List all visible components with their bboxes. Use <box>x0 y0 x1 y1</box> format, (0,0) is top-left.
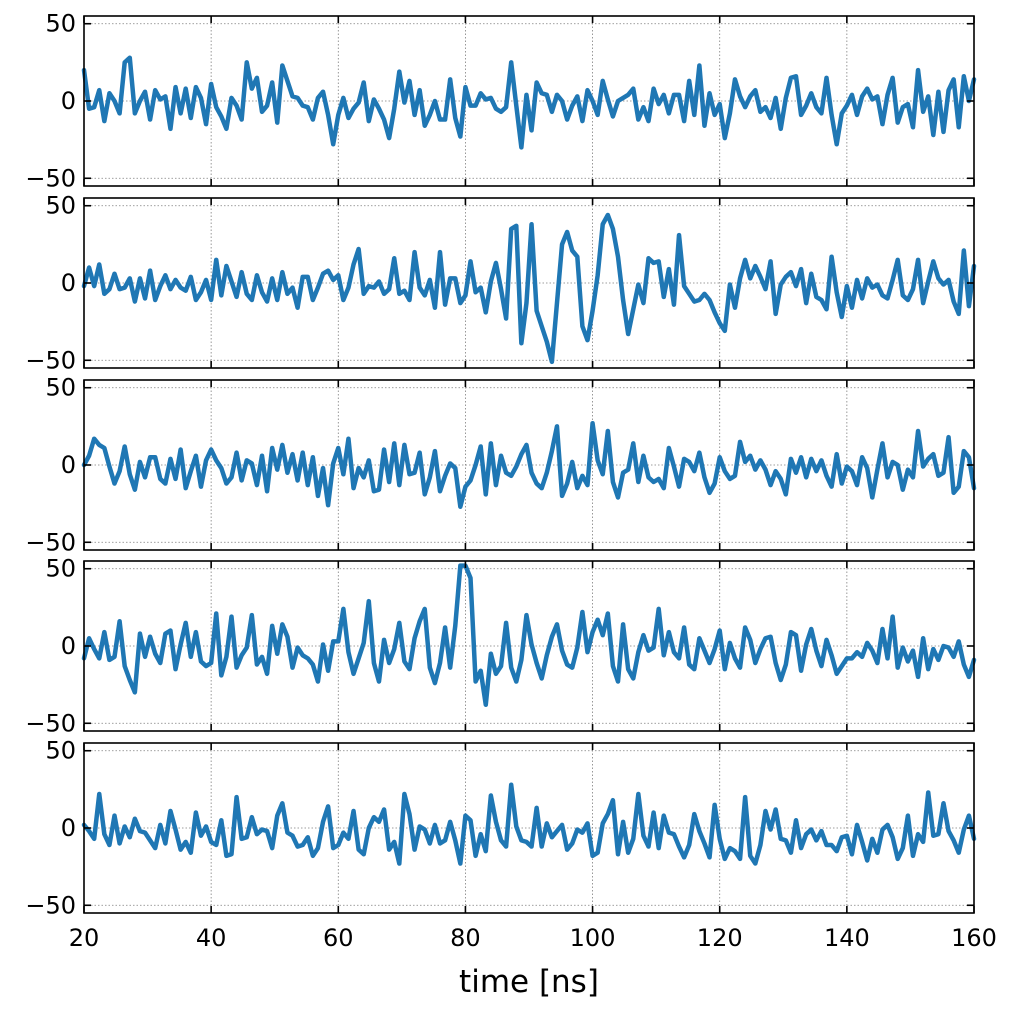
x-tick-label: 20 <box>69 924 100 952</box>
y-tick-label: 50 <box>45 737 76 765</box>
x-tick-label: 140 <box>824 924 870 952</box>
x-tick-label: 80 <box>450 924 481 952</box>
x-tick-label: 40 <box>196 924 227 952</box>
y-tick-label: 0 <box>61 632 76 660</box>
y-tick-label: −50 <box>25 709 76 737</box>
y-tick-label: 50 <box>45 10 76 38</box>
y-tick-label: 0 <box>61 814 76 842</box>
y-tick-label: 50 <box>45 192 76 220</box>
x-tick-label: 100 <box>570 924 616 952</box>
x-axis-label: time [ns] <box>459 964 599 1000</box>
x-tick-label: 120 <box>697 924 743 952</box>
y-tick-label: −50 <box>25 164 76 192</box>
series-line <box>81 421 977 509</box>
y-tick-label: −50 <box>25 891 76 919</box>
y-tick-label: 0 <box>61 269 76 297</box>
x-tick-label: 160 <box>951 924 997 952</box>
panel-2: −50 0 50 <box>25 192 977 374</box>
y-tick-label: −50 <box>25 528 76 556</box>
panel-4: −50 0 50 <box>25 555 977 737</box>
panel-3: −50 0 50 <box>25 374 977 556</box>
y-tick-label: 50 <box>45 555 76 583</box>
x-tick-label: 60 <box>323 924 354 952</box>
y-tick-label: 50 <box>45 374 76 402</box>
y-tick-label: 0 <box>61 451 76 479</box>
y-tick-label: 0 <box>61 87 76 115</box>
series-line <box>81 55 977 150</box>
panel-1: −50 0 50 <box>25 10 977 192</box>
series-line <box>81 212 977 365</box>
series-line <box>81 782 977 866</box>
y-tick-label: −50 <box>25 346 76 374</box>
series-line <box>81 563 977 707</box>
panel-5: −50 0 50 20 40 60 80 100 120 140 160 <box>25 737 997 952</box>
